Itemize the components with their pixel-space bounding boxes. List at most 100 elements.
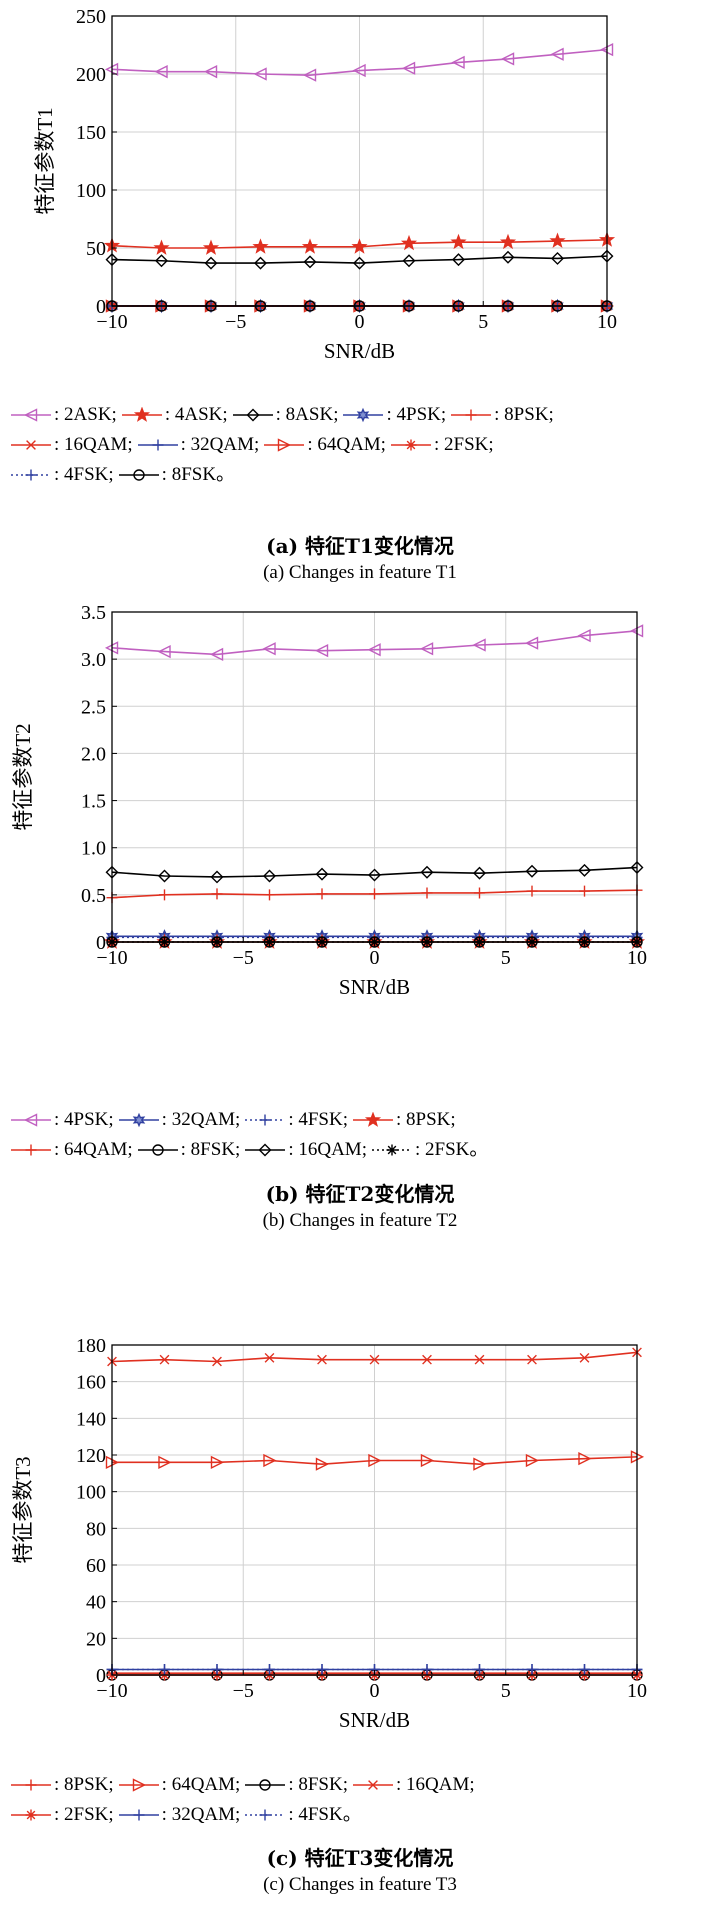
data-point — [421, 887, 433, 899]
legend-label: : 16QAM; — [396, 1774, 475, 1795]
gridlines — [111, 1344, 638, 1676]
legend-swatch — [264, 438, 305, 452]
legend-label: : 8PSK; — [54, 1774, 114, 1795]
x-tick-label: −10 — [96, 947, 127, 969]
legend-swatch — [245, 1143, 286, 1157]
legend-marker — [259, 1809, 271, 1821]
data-point — [527, 1354, 537, 1365]
data-point — [158, 1455, 172, 1469]
y-tick-label: 200 — [76, 64, 106, 86]
x-tick-label: −5 — [225, 311, 246, 333]
y-tick-label: 140 — [76, 1408, 106, 1430]
legend-label: : 4ASK; — [164, 404, 228, 425]
legend-row: : 16QAM;: 32QAM;: 64QAM;: 2FSK; — [10, 430, 716, 460]
data-point — [526, 885, 538, 897]
legend-label: : 32QAM; — [161, 1109, 241, 1130]
data-point — [204, 256, 218, 270]
data-point — [420, 865, 434, 879]
legend-label: : 4FSK。 — [288, 1804, 362, 1825]
legend-label: : 8PSK; — [494, 404, 554, 425]
x-tick-label: −5 — [233, 947, 254, 969]
data-point — [474, 887, 485, 899]
data-point — [549, 232, 566, 248]
y-tick-label: 150 — [76, 122, 106, 144]
data-point — [211, 1664, 223, 1675]
legend-marker — [26, 440, 36, 450]
data-point — [550, 47, 564, 61]
y-tick-label: 100 — [76, 180, 106, 202]
series-line — [111, 48, 608, 76]
legend-label: : 64QAM; — [54, 1139, 133, 1160]
series-line — [111, 255, 608, 264]
legend-item: : 8PSK; — [10, 1770, 114, 1800]
data-point — [422, 1354, 432, 1365]
data-point — [154, 65, 168, 79]
y-tick-label: 1.0 — [81, 838, 106, 860]
data-point — [264, 1664, 275, 1675]
data-point — [264, 1352, 275, 1363]
legend-item: : 32QAM; — [118, 1105, 241, 1135]
legend-label: : 2ASK; — [54, 404, 117, 425]
data-point — [577, 628, 591, 643]
y-tick-label: 2.0 — [81, 743, 106, 765]
data-point — [401, 61, 416, 75]
series-6 — [105, 861, 644, 884]
legend-marker — [368, 1780, 378, 1790]
legend-marker — [386, 1144, 398, 1156]
data-point — [419, 642, 434, 656]
legend-swatch — [353, 1780, 393, 1790]
y-tick-label: 180 — [76, 1335, 106, 1357]
legend-swatch — [118, 1778, 159, 1792]
chart-b: −10 −5 0 5 10 0 0.5 1.0 1.5 2.0 2.5 3.0 3.5 SNR/dB 特征参… — [11, 602, 647, 999]
y-tick-label: 0 — [96, 296, 106, 318]
legend-marker — [246, 408, 260, 422]
legend-marker — [133, 1809, 145, 1821]
legend-marker — [405, 439, 417, 451]
data-point — [263, 1453, 277, 1468]
y-tick-label: 60 — [86, 1555, 106, 1577]
y-tick-label: 50 — [86, 238, 106, 260]
y-tick-label: 2.5 — [81, 696, 106, 718]
y-tick-label: 120 — [76, 1445, 106, 1467]
legend-swatch — [245, 1809, 286, 1821]
legend-label: : 32QAM; — [180, 434, 260, 455]
legend-item: : 4PSK; — [10, 1105, 114, 1135]
data-point — [303, 255, 317, 269]
data-point — [400, 234, 418, 251]
legend-label: : 64QAM; — [307, 434, 386, 455]
data-point — [211, 888, 223, 900]
data-point — [369, 888, 380, 900]
legend-swatch — [371, 1144, 412, 1156]
data-point — [421, 1664, 433, 1675]
data-point — [579, 885, 590, 897]
legend-label: : 2FSK; — [54, 1804, 114, 1825]
legend-swatch — [353, 1112, 393, 1127]
legend-item: : 8FSK; — [244, 1770, 348, 1800]
legend-item: : 8FSK。 — [118, 460, 235, 490]
legend-label: : 2FSK; — [433, 434, 494, 455]
legend-item: : 64QAM; — [118, 1770, 240, 1800]
y-tick-label: 100 — [76, 1482, 106, 1504]
y-tick-label: 160 — [76, 1372, 106, 1394]
data-point — [314, 644, 329, 658]
legend-item: : 16QAM; — [244, 1135, 367, 1165]
y-tick-label: 0 — [96, 932, 106, 954]
y-axis-label: 特征参数T3 — [11, 1456, 35, 1563]
legend-swatch — [137, 439, 178, 451]
data-point — [158, 869, 171, 883]
data-point — [264, 889, 275, 901]
data-point — [367, 643, 381, 657]
legend-marker — [259, 1779, 272, 1791]
legend-swatch — [11, 1144, 51, 1156]
legend-marker — [25, 1809, 37, 1821]
legend-marker — [25, 1144, 37, 1156]
data-point — [252, 238, 269, 254]
legend-label: : 8FSK; — [180, 1139, 241, 1160]
legend-swatch — [343, 407, 384, 423]
chart-c: −10 −5 0 5 10020406080100120140160180SNR/dB特… — [11, 1335, 647, 1732]
y-tick-label: 1.5 — [81, 791, 106, 813]
data-point — [368, 1453, 382, 1468]
legend-swatch — [245, 1114, 286, 1126]
